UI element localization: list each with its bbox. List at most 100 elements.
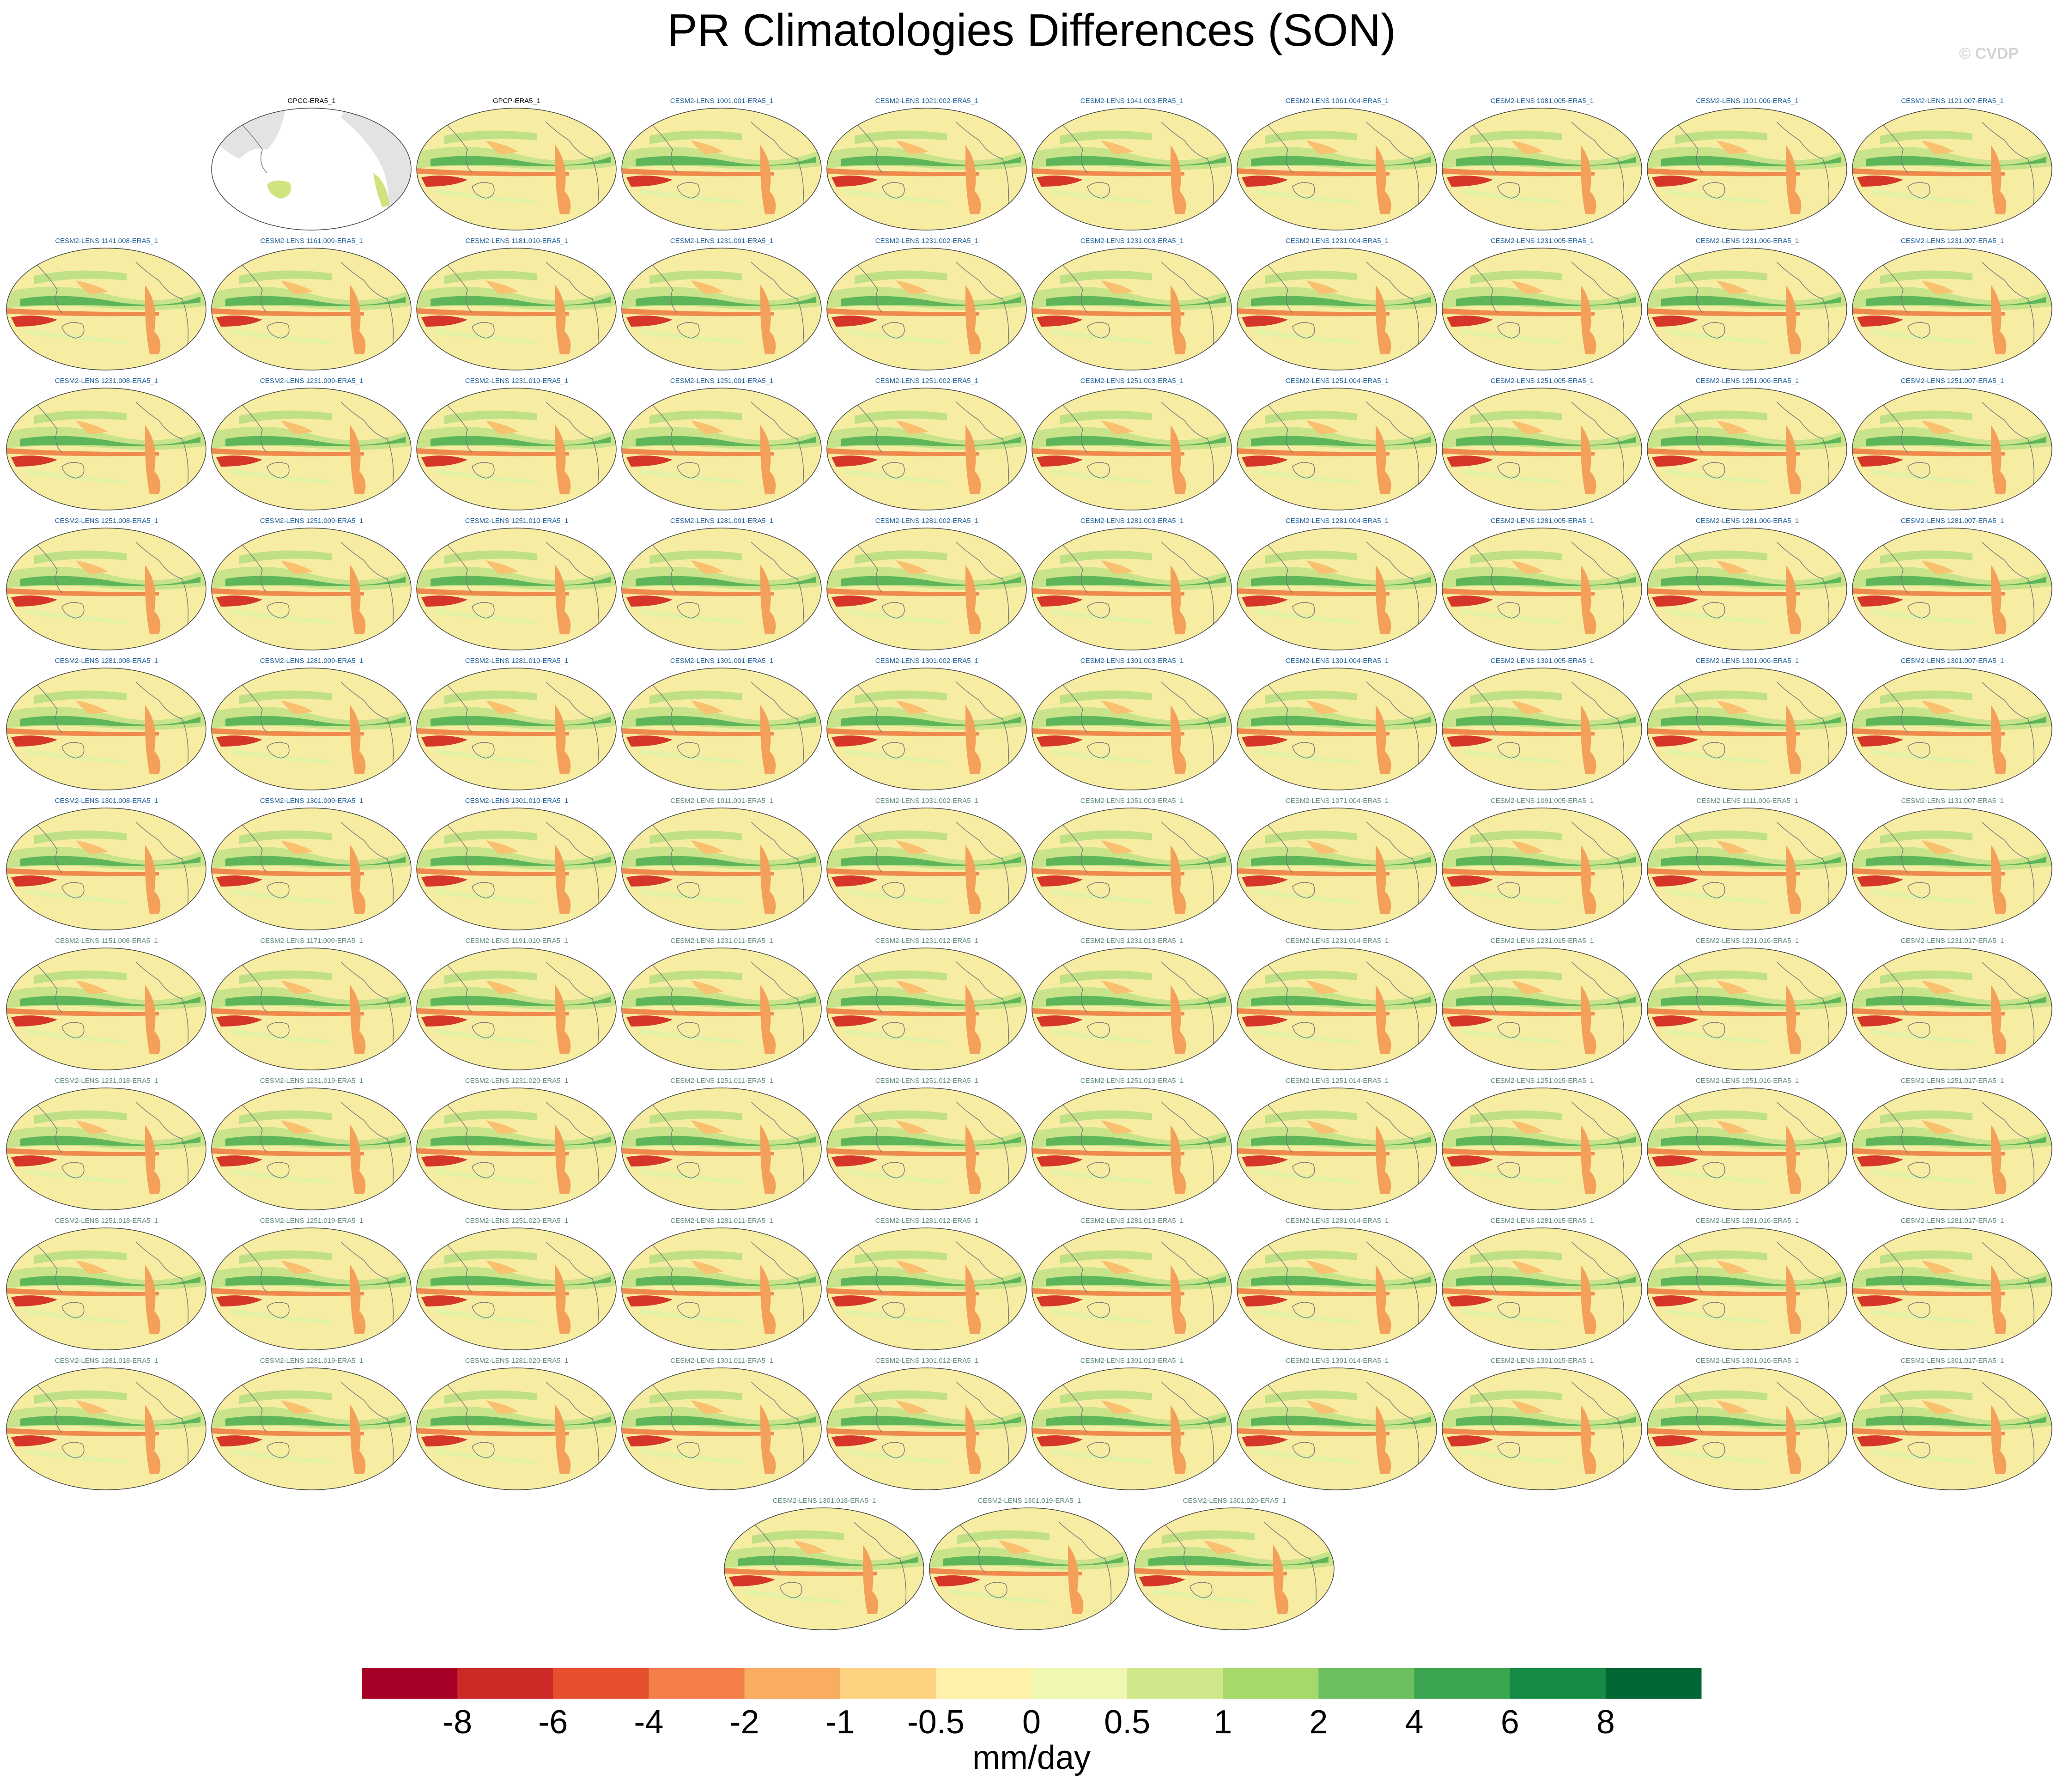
panel-label: CESM2-LENS 1071.004-ERA5_1 (1286, 797, 1389, 805)
map-panel (621, 948, 822, 1070)
panel-label: CESM2-LENS 1231.012-ERA5_1 (875, 937, 978, 945)
map-panel (416, 1367, 617, 1490)
map-panel (6, 668, 206, 790)
colorbar-swatch (1223, 1668, 1319, 1699)
map-border (621, 948, 822, 1070)
map-border (1647, 1367, 1847, 1490)
colorbar-tick-label: -8 (443, 1704, 472, 1741)
colorbar-swatch (935, 1668, 1032, 1699)
map-border (1032, 1087, 1232, 1210)
panel-label: CESM2-LENS 1301.012-ERA5_1 (875, 1357, 978, 1365)
map-panel (1852, 248, 2052, 371)
colorbar-tick-label: -2 (730, 1704, 759, 1741)
panel-label: CESM2-LENS 1231.016-ERA5_1 (1696, 937, 1799, 945)
map-border (1647, 668, 1847, 790)
map-panel (826, 668, 1027, 790)
map-border (1442, 1367, 1642, 1490)
map-panel (211, 528, 412, 650)
map-panel (1032, 948, 1232, 1070)
map-border (1442, 248, 1642, 371)
panel-label: CESM2-LENS 1031.002-ERA5_1 (875, 797, 978, 805)
map-border (416, 1087, 617, 1210)
panel-label: CESM2-LENS 1231.011-ERA5_1 (670, 937, 773, 945)
map-panel (1852, 1227, 2052, 1350)
map-panel (1852, 108, 2052, 231)
panel-label: CESM2-LENS 1231.019-ERA5_1 (260, 1077, 363, 1085)
map-border (826, 248, 1027, 371)
map-border (1442, 808, 1642, 930)
map-border (621, 1227, 822, 1350)
map-panel (1647, 668, 1847, 790)
panel-label: CESM2-LENS 1251.010-ERA5_1 (465, 517, 568, 525)
map-panel (1852, 668, 2052, 790)
map-panel (1647, 108, 1847, 231)
map-border (1852, 1227, 2052, 1350)
panel-label: CESM2-LENS 1281.013-ERA5_1 (1080, 1217, 1183, 1225)
map-border (416, 108, 617, 231)
map-panel (6, 948, 206, 1070)
map-border (826, 948, 1027, 1070)
map-border (1237, 808, 1437, 930)
map-border (6, 808, 206, 930)
map-panel (1032, 528, 1232, 650)
map-border (416, 388, 617, 510)
title: PR Climatologies Differences (SON) (667, 5, 1396, 55)
panel-label: CESM2-LENS 1231.013-ERA5_1 (1080, 937, 1183, 945)
panel-label: CESM2-LENS 1301.008-ERA5_1 (55, 797, 158, 805)
map-border (416, 948, 617, 1070)
map-panel (1237, 388, 1437, 510)
panel-label: CESM2-LENS 1111.006-ERA5_1 (1696, 797, 1798, 805)
panel-label: CESM2-LENS 1301.016-ERA5_1 (1696, 1357, 1799, 1365)
map-panel (6, 1367, 206, 1490)
map-panel (1237, 668, 1437, 790)
panel-label: CESM2-LENS 1231.015-ERA5_1 (1491, 937, 1594, 945)
panel-label: CESM2-LENS 1231.010-ERA5_1 (465, 377, 568, 385)
map-border (1032, 1227, 1232, 1350)
panel-label: CESM2-LENS 1121.007-ERA5_1 (1901, 97, 2003, 105)
panel-label: CESM2-LENS 1151.008-ERA5_1 (55, 937, 158, 945)
panel-label: CESM2-LENS 1251.005-ERA5_1 (1491, 377, 1594, 385)
map-border (1032, 808, 1232, 930)
panel-label: CESM2-LENS 1251.018-ERA5_1 (55, 1217, 158, 1225)
map-border (1852, 668, 2052, 790)
map-panel (1442, 108, 1642, 231)
panel-label: CESM2-LENS 1281.015-ERA5_1 (1491, 1217, 1594, 1225)
panel-label: CESM2-LENS 1281.011-ERA5_1 (670, 1217, 773, 1225)
map-panel (1237, 808, 1437, 930)
map-panel (6, 1087, 206, 1210)
panel-label: CESM2-LENS 1301.005-ERA5_1 (1491, 657, 1594, 665)
colorbar-swatch (553, 1668, 649, 1699)
map-panel (211, 1367, 412, 1490)
map-border (416, 248, 617, 371)
map-panel (929, 1507, 1129, 1630)
map-panel (826, 1367, 1027, 1490)
map-panel (1032, 1227, 1232, 1350)
map-panel (1032, 1087, 1232, 1210)
panel-label: CESM2-LENS 1251.008-ERA5_1 (55, 517, 158, 525)
panel-label: CESM2-LENS 1301.011-ERA5_1 (670, 1357, 773, 1365)
map-panel (1647, 1087, 1847, 1210)
panel-label: CESM2-LENS 1171.009-ERA5_1 (260, 937, 363, 945)
colorbar-swatch (1032, 1668, 1128, 1699)
map-border (1852, 1087, 2052, 1210)
colorbar-swatch (1510, 1668, 1606, 1699)
map-border (1852, 808, 2052, 930)
map-panel (416, 1087, 617, 1210)
map-panel (1237, 528, 1437, 650)
map-panel (211, 1087, 412, 1210)
map-border (724, 1507, 924, 1630)
map-panel (6, 388, 206, 510)
panel-label: CESM2-LENS 1281.007-ERA5_1 (1901, 517, 2004, 525)
map-panel (1237, 108, 1437, 231)
map-border (826, 668, 1027, 790)
map-border (826, 388, 1027, 510)
colorbar-swatch (1605, 1668, 1702, 1699)
map-border (1237, 1367, 1437, 1490)
panel-label: CESM2-LENS 1251.014-ERA5_1 (1286, 1077, 1389, 1085)
panel-label: CESM2-LENS 1251.009-ERA5_1 (260, 517, 363, 525)
map-panel (1852, 1087, 2052, 1210)
map-border (1032, 388, 1232, 510)
map-border (1032, 668, 1232, 790)
map-panel (1032, 108, 1232, 231)
colorbar: -8 -6 -4 -2 -1 -0.5 0 0.5 1 2 4 6 8 mm/day (362, 1668, 1702, 1776)
